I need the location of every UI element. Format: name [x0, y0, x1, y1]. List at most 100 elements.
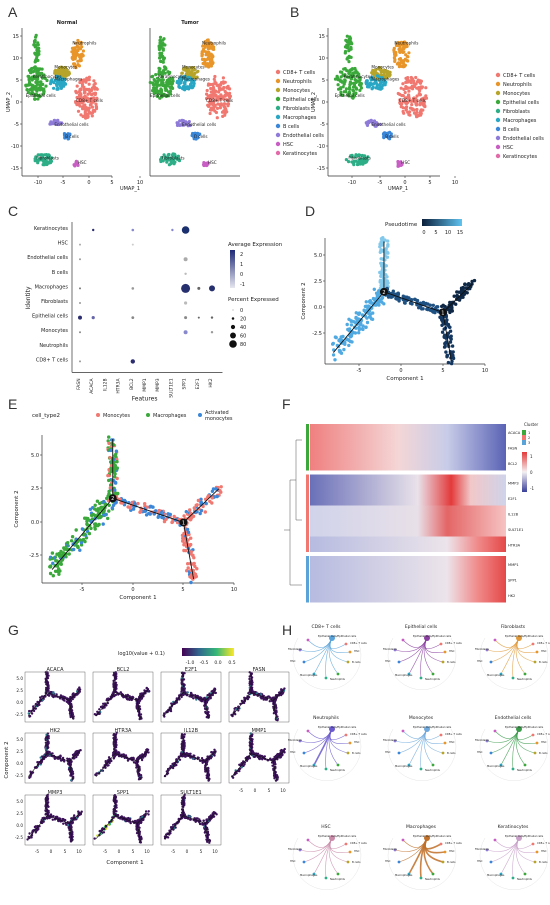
cell-dot [37, 52, 41, 56]
viridis-tick: -1.0 [186, 660, 195, 666]
cell-dot [31, 77, 35, 81]
branch-node-2-label: 2 [111, 496, 114, 502]
cluster-id-label: 3 [528, 441, 530, 445]
trajectory-cell [219, 485, 223, 489]
panel-b-x-tick-label: -10 [348, 180, 356, 186]
cell-dot [76, 109, 81, 113]
cell-type-legend-label: Monocytes [103, 413, 130, 419]
legend-pct-title: Percent Expressed [228, 297, 279, 303]
cell-dot [92, 96, 96, 100]
cell-dot [200, 54, 204, 58]
panel-e-x-tick-label: 10 [231, 587, 237, 593]
trajectory-cell [107, 478, 111, 483]
cell-dot [60, 71, 64, 75]
gene-cell [53, 757, 56, 760]
dotplot-dot [91, 316, 95, 320]
cell-type-legend-label: Macrophages [153, 413, 187, 419]
legend-label-9: Keratinocytes [283, 151, 318, 157]
cell-dot [48, 122, 52, 126]
dotplot-dot [79, 360, 81, 363]
cell-dot [90, 114, 94, 118]
trajectory-cell [347, 343, 351, 348]
cell-dot [85, 76, 89, 80]
trajectory-cell [436, 305, 440, 309]
panel-b-y-tick-label: -10 [317, 144, 325, 150]
cell-dot [56, 118, 60, 122]
trajectory-cell [375, 294, 380, 298]
cell-dot [25, 88, 29, 92]
gene-cell [124, 754, 128, 757]
cell-dot [36, 41, 40, 45]
gene-cell [186, 691, 189, 694]
cell-dot [219, 97, 223, 101]
legend-label-b-7: Endothelial cells [503, 136, 544, 142]
trajectory-cell [144, 513, 149, 517]
trajectory-cell [386, 295, 391, 299]
cell-dot [159, 159, 163, 164]
panel-d-x-tick-label: 5 [441, 368, 444, 374]
trajectory-cell [451, 356, 456, 360]
cell-dot [175, 121, 179, 125]
cell-dot [214, 93, 218, 97]
cell-dot [417, 86, 421, 90]
trajectory-cell [114, 449, 119, 453]
cell-dot [398, 57, 403, 61]
cell-dot [36, 67, 40, 71]
cell-dot [412, 84, 416, 88]
legend-label-4: Fibroblasts [283, 106, 310, 112]
gene-cell [98, 708, 101, 711]
panel-b-xlabel: UMAP_1 [388, 186, 408, 192]
cell-dot [52, 86, 56, 90]
gene-cell [46, 740, 49, 743]
trajectory-cell [196, 498, 201, 503]
cell-dot [39, 86, 44, 90]
dotplot-feature-label: MMP1 [142, 378, 148, 391]
dotplot-dot [171, 228, 174, 232]
gene-cell [28, 715, 32, 718]
umap-cluster-label: Macrophages [54, 77, 82, 82]
cell-dot [205, 88, 209, 93]
umap-cluster-label: Keratinocytes [158, 74, 187, 79]
umap-cluster-label: Epithelial cells [150, 93, 180, 98]
trajectory-cell [93, 527, 97, 531]
trajectory-cell [363, 304, 368, 309]
panel-label-f: F [282, 396, 291, 412]
legend-label-0: CD8+ T cells [283, 70, 316, 76]
cell-dot [204, 50, 208, 54]
cell-dot [209, 52, 213, 56]
umap-cluster-label: B cells [385, 134, 399, 139]
cell-dot [393, 52, 397, 56]
trajectory-cell [70, 535, 75, 539]
panel-a-x-tick-label: 10 [137, 180, 143, 186]
umap-cluster [62, 132, 72, 141]
gene-cell [184, 755, 187, 758]
cell-dot [152, 83, 156, 87]
cluster-swatch-3 [522, 440, 526, 445]
cell-dot [80, 45, 84, 49]
dotplot-dot [181, 226, 190, 234]
cell-dot [206, 83, 210, 87]
trajectory-cell [365, 320, 370, 325]
umap-cluster-label: B cells [194, 134, 208, 139]
panel-b-y-tick-label: 15 [319, 34, 325, 40]
cell-dot [77, 64, 81, 68]
legend-swatch [495, 99, 501, 105]
cell-dot [30, 83, 34, 87]
cell-dot [218, 88, 223, 92]
cell-dot [75, 160, 79, 164]
umap-cluster-label: Neutrophils [72, 41, 96, 46]
legend-swatch [275, 105, 281, 111]
cell-dot [154, 73, 158, 77]
trajectory-cell [53, 569, 58, 573]
gene-cell [115, 675, 118, 678]
trajectory-cell [379, 300, 384, 304]
umap-cluster [48, 118, 64, 127]
cell-dot [403, 90, 407, 95]
gene-cell [213, 687, 216, 690]
trajectory-cell [472, 278, 477, 283]
trajectory-cell [107, 489, 111, 494]
dotplot-dot [79, 287, 81, 290]
cell-dot [42, 163, 47, 167]
gene-cell [125, 697, 129, 701]
cell-dot [190, 86, 194, 90]
